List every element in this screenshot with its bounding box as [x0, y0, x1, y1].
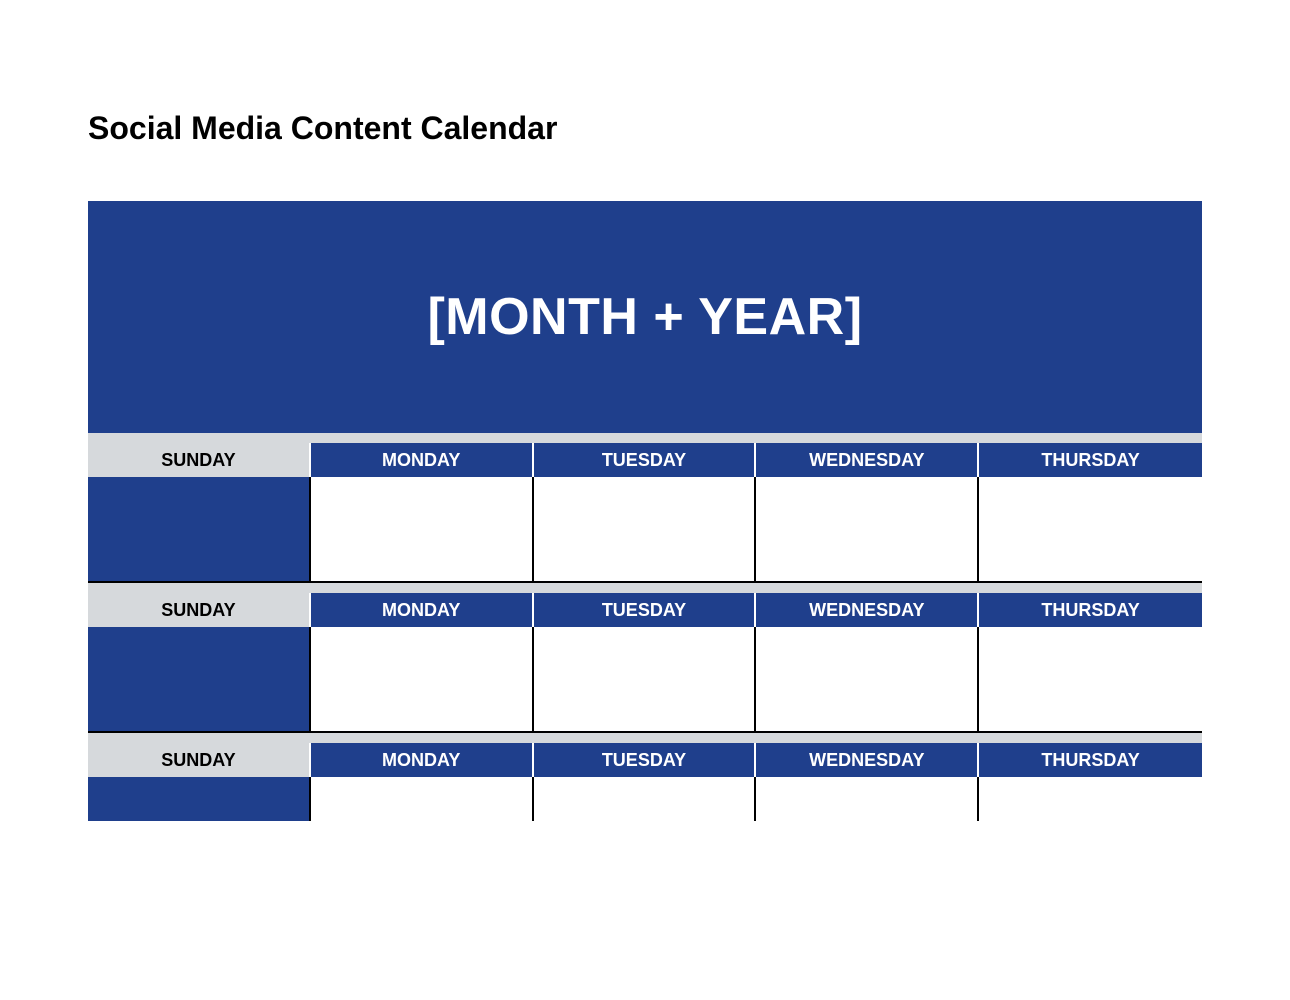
spacer-row	[88, 433, 1202, 443]
week-cells-row	[88, 477, 1202, 583]
day-header-wednesday: WEDNESDAY	[756, 743, 979, 777]
week-header-row: SUNDAY MONDAY TUESDAY WEDNESDAY THURSDAY	[88, 443, 1202, 477]
day-cell-tuesday[interactable]	[534, 477, 757, 583]
day-cell-tuesday[interactable]	[534, 777, 757, 821]
day-header-tuesday: TUESDAY	[534, 443, 757, 477]
day-cell-wednesday[interactable]	[756, 777, 979, 821]
day-header-wednesday: WEDNESDAY	[756, 443, 979, 477]
page-title: Social Media Content Calendar	[88, 110, 1202, 147]
week-header-row: SUNDAY MONDAY TUESDAY WEDNESDAY THURSDAY	[88, 743, 1202, 777]
week-header-row: SUNDAY MONDAY TUESDAY WEDNESDAY THURSDAY	[88, 593, 1202, 627]
day-header-wednesday: WEDNESDAY	[756, 593, 979, 627]
day-header-thursday: THURSDAY	[979, 593, 1202, 627]
day-cell-sunday[interactable]	[88, 627, 311, 733]
day-header-tuesday: TUESDAY	[534, 593, 757, 627]
month-year-banner: [MONTH + YEAR]	[88, 201, 1202, 433]
day-cell-monday[interactable]	[311, 627, 534, 733]
day-header-sunday: SUNDAY	[88, 443, 311, 477]
day-cell-wednesday[interactable]	[756, 627, 979, 733]
day-cell-thursday[interactable]	[979, 627, 1202, 733]
day-header-thursday: THURSDAY	[979, 443, 1202, 477]
day-cell-monday[interactable]	[311, 477, 534, 583]
day-header-monday: MONDAY	[311, 593, 534, 627]
day-header-monday: MONDAY	[311, 443, 534, 477]
day-cell-thursday[interactable]	[979, 777, 1202, 821]
week-cells-row	[88, 627, 1202, 733]
day-cell-monday[interactable]	[311, 777, 534, 821]
day-header-sunday: SUNDAY	[88, 743, 311, 777]
spacer-row	[88, 583, 1202, 593]
day-cell-tuesday[interactable]	[534, 627, 757, 733]
week-cells-row	[88, 777, 1202, 821]
page: Social Media Content Calendar [MONTH + Y…	[0, 0, 1290, 1000]
month-year-label: [MONTH + YEAR]	[427, 287, 862, 347]
spacer-row	[88, 733, 1202, 743]
day-cell-sunday[interactable]	[88, 777, 311, 821]
day-cell-wednesday[interactable]	[756, 477, 979, 583]
day-cell-thursday[interactable]	[979, 477, 1202, 583]
day-header-sunday: SUNDAY	[88, 593, 311, 627]
day-cell-sunday[interactable]	[88, 477, 311, 583]
day-header-thursday: THURSDAY	[979, 743, 1202, 777]
day-header-tuesday: TUESDAY	[534, 743, 757, 777]
day-header-monday: MONDAY	[311, 743, 534, 777]
